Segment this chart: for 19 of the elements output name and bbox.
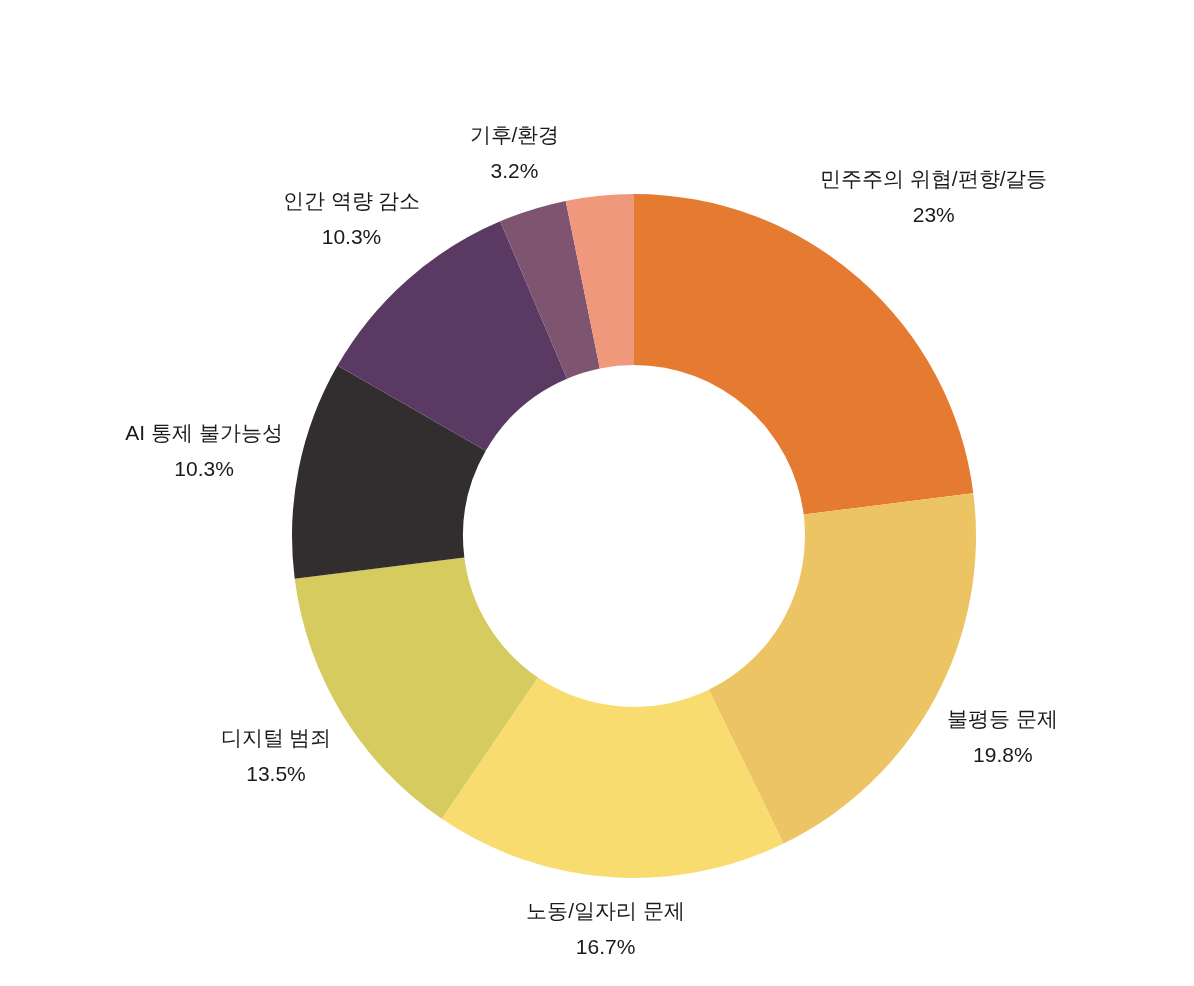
data-label: 16.7% <box>575 934 636 958</box>
donut-slice <box>565 194 634 369</box>
slice-label: 불평등 문제 <box>947 706 1059 730</box>
donut-slice <box>292 365 486 579</box>
donut-slice <box>634 194 974 515</box>
data-label: 10.3% <box>174 456 234 480</box>
slice-label: 민주주의 위협/편향/갈등 <box>819 166 1048 190</box>
slice-label: 기후/환경 <box>469 122 560 146</box>
slice-label: AI 통제 불가능성 <box>125 420 283 444</box>
donut-slice <box>500 200 600 379</box>
donut-slice <box>441 677 784 878</box>
data-label: 19.8% <box>973 742 1033 766</box>
data-label: 13.5% <box>246 761 306 785</box>
data-label: 3.2% <box>490 158 539 182</box>
data-label: 10.3% <box>321 224 382 248</box>
slice-label: 디지털 범죄 <box>220 725 332 749</box>
slice-label: 노동/일자리 문제 <box>526 898 685 922</box>
slice-label: 인간 역량 감소 <box>282 188 421 212</box>
data-label: 23% <box>912 202 955 226</box>
